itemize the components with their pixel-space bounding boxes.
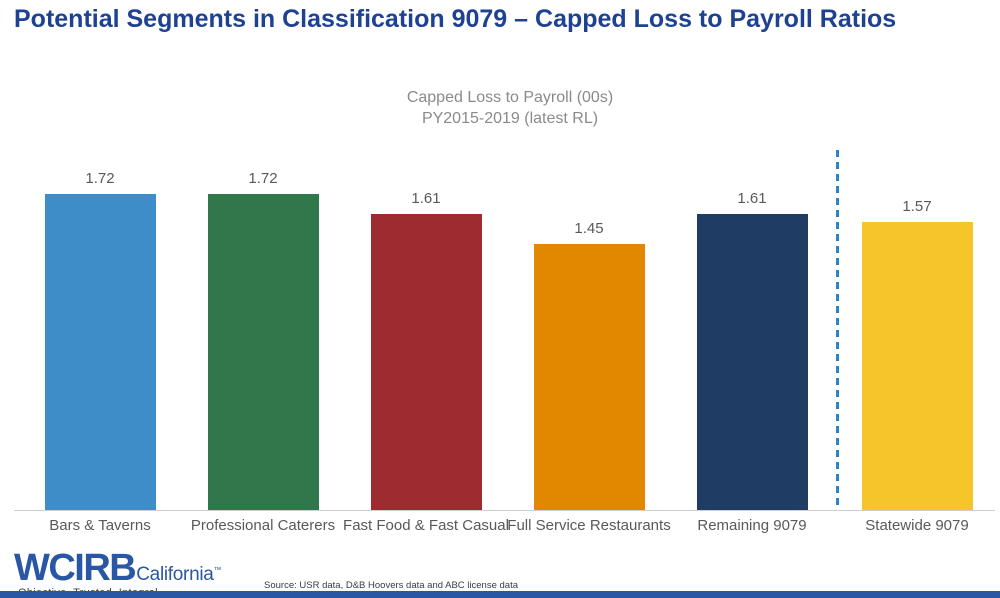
bar-statewide-9079 [861,222,973,510]
category-label: Fast Food & Fast Casual [343,517,509,534]
bar-value-label: 1.45 [574,220,604,237]
chart-subtitle: PY2015-2019 (latest RL) [421,109,599,127]
slide-title: Potential Segments in Classification 907… [14,5,897,33]
wcirb-logo-california: California™ [136,564,222,585]
bar-full-service-restaurants [533,244,645,510]
category-label: Professional Caterers [190,517,336,534]
bar-value-label: 1.61 [411,190,441,207]
category-label: Statewide 9079 [865,517,969,534]
x-axis-line [14,510,995,511]
wcirb-logo-text: WCIRB [14,547,137,589]
bar-value-label: 1.61 [737,190,767,207]
trademark-symbol: ™ [213,565,222,575]
source-note: Source: USR data, D&B Hoovers data and A… [264,580,518,591]
chart-title: Capped Loss to Payroll (00s) [406,89,614,106]
bar-value-label: 1.72 [248,170,278,187]
bar-fast-food-fast-casual [370,214,482,510]
bar-bars-taverns [44,194,156,510]
statewide-separator-dashed-line [836,150,839,510]
footer-accent-bar [0,591,1000,598]
bar-value-label: 1.57 [902,198,932,215]
category-label: Bars & Taverns [49,517,151,534]
bar-professional-caterers [207,194,319,510]
bar-value-label: 1.72 [85,170,115,187]
category-label: Full Service Restaurants [507,517,671,534]
bar-remaining-9079 [696,214,808,510]
chart-title-block: Capped Loss to Payroll (00s) PY2015-2019… [20,88,1000,130]
category-label: Remaining 9079 [697,517,807,534]
